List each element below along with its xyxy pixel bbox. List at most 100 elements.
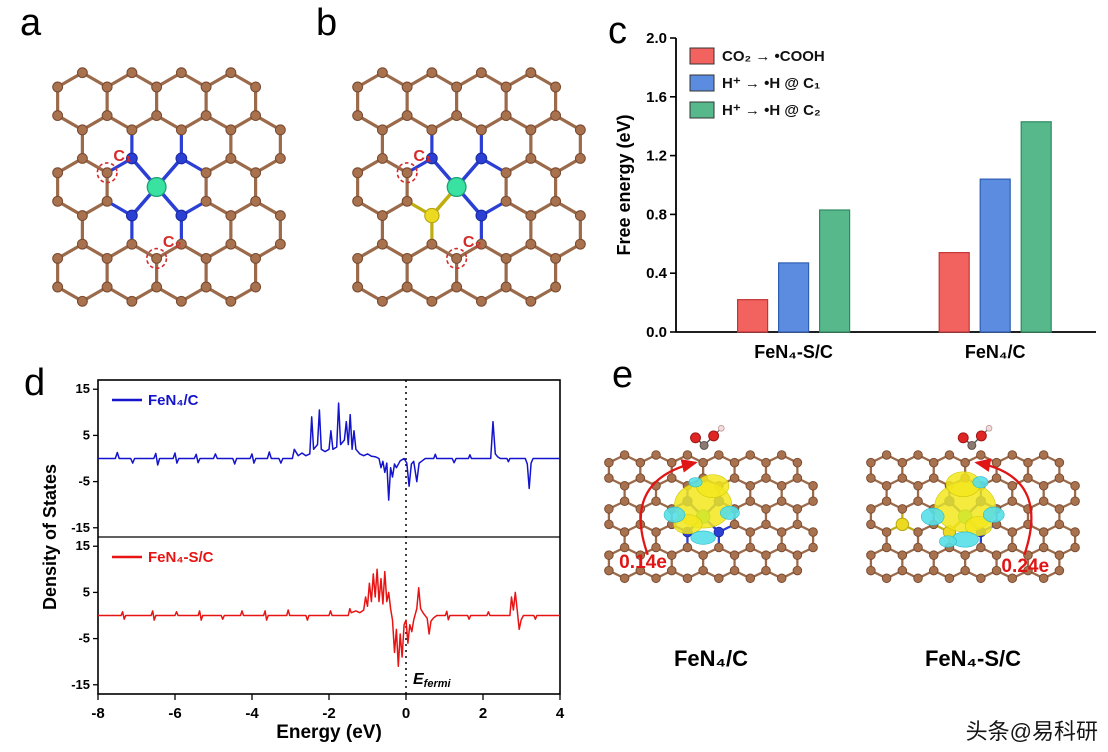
svg-text:0: 0	[402, 705, 410, 722]
svg-text:5: 5	[83, 427, 90, 442]
site-markers: C₁ C₂	[96, 147, 182, 270]
dos-x-axis-label: Energy (eV)	[276, 722, 382, 743]
svg-text:-8: -8	[91, 705, 104, 722]
charge-transfer-value: 0.24e	[1001, 556, 1049, 577]
fen4c-structure-diagram: C₁ C₂	[52, 67, 286, 307]
svg-text:-5: -5	[78, 474, 90, 489]
dos-legend-label: FeN₄-S/C	[148, 549, 214, 566]
site-circle	[96, 162, 118, 184]
adsorbate-carbon	[967, 440, 977, 450]
watermark-text: 头条@易科研	[965, 719, 1098, 744]
svg-text:-5: -5	[78, 631, 90, 646]
bar	[1020, 121, 1052, 333]
site-label: C₂	[163, 233, 182, 251]
svg-text:0.8: 0.8	[646, 206, 667, 223]
isosurface-negative	[939, 535, 957, 548]
isosurface-positive	[696, 474, 730, 498]
fermi-label: Efermi	[413, 671, 452, 690]
charge-density-fen4c: 0.14e	[604, 424, 818, 584]
adsorbate-oxygen	[690, 432, 701, 444]
svg-text:0.4: 0.4	[646, 265, 668, 282]
bar	[979, 178, 1011, 333]
svg-text:15: 15	[76, 381, 90, 396]
isosurface-negative	[690, 530, 716, 545]
legend-swatch	[689, 47, 715, 65]
isosurface-negative	[982, 506, 1005, 523]
bar	[778, 262, 810, 333]
bar	[736, 299, 769, 333]
adsorbate-carbon	[699, 440, 709, 450]
panel-label-d: d	[24, 362, 46, 404]
adsorbate-hydrogen	[717, 424, 725, 432]
iron-atom	[146, 176, 167, 198]
svg-text:-15: -15	[71, 677, 90, 692]
atom-layer	[352, 67, 586, 307]
legend-swatch	[689, 101, 715, 119]
isosurface-negative	[663, 506, 686, 523]
panel-c: c 0.0 0.4 0.8 1.2 1.6 2.0 Free energy (eV) FeN₄…	[598, 0, 1108, 378]
bar-category-label: FeN₄-S/C	[754, 342, 833, 362]
panel-label-e: e	[612, 354, 634, 396]
legend-label: H⁺ → •H @ C₁	[722, 75, 820, 92]
bar-chart-root: 0.0 0.4 0.8 1.2 1.6 2.0 Free energy (eV) FeN₄-S…	[614, 32, 1096, 362]
panel-a: a C₁ C₂	[0, 0, 310, 358]
bar-y-axis-label: Free energy (eV)	[614, 114, 634, 255]
bar	[819, 209, 851, 333]
isosurface-positive	[964, 516, 993, 537]
svg-text:-2: -2	[322, 705, 335, 722]
bond-layer	[356, 71, 582, 303]
panel-b: b C₁ C₂	[300, 0, 602, 358]
site-label: C₁	[413, 147, 432, 165]
adsorbate-oxygen	[708, 430, 720, 442]
adsorbate-hydrogen	[985, 424, 993, 432]
site-label: C₂	[463, 233, 482, 251]
adsorbate-oxygen	[975, 430, 987, 442]
svg-text:2: 2	[479, 705, 487, 722]
bond-layer	[56, 71, 282, 303]
panel-label-a: a	[20, 2, 42, 44]
dos-y-axis-label: Density of States	[42, 464, 60, 610]
charge-density-fen4sc: 0.24e	[866, 424, 1080, 584]
dos-curve	[98, 568, 560, 668]
svg-text:15: 15	[76, 538, 90, 553]
legend-swatch	[689, 74, 715, 92]
svg-text:-6: -6	[168, 705, 181, 722]
svg-text:-15: -15	[71, 520, 90, 535]
svg-text:4: 4	[556, 705, 565, 722]
caption-fen4sc: FeN₄-S/C	[924, 646, 1022, 671]
svg-text:5: 5	[83, 584, 90, 599]
legend-label: H⁺ → •H @ C₂	[722, 102, 821, 119]
legend-label: CO₂ → •COOH	[722, 48, 825, 65]
svg-text:2.0: 2.0	[646, 32, 667, 47]
charge-transfer-value: 0.14e	[619, 552, 667, 573]
panel-d: d 15 5 -5 -15 15 5 -5 -15 -8 -6 -4 -2 0 2 4 Energy (eV)…	[0, 356, 590, 752]
svg-text:1.2: 1.2	[646, 148, 667, 165]
charge-density-root: 0.14e	[604, 424, 818, 584]
bar-category-label: FeN₄/C	[965, 342, 1026, 362]
free-energy-bar-chart: 0.0 0.4 0.8 1.2 1.6 2.0 Free energy (eV) FeN₄-S…	[614, 32, 1096, 362]
panel-label-c: c	[608, 10, 627, 52]
site-label: C₁	[113, 147, 132, 165]
atom-layer	[52, 67, 286, 307]
svg-text:1.6: 1.6	[646, 89, 667, 106]
isosurface-negative	[688, 477, 703, 488]
isosurface-negative	[720, 505, 740, 520]
iron-atom	[446, 176, 467, 198]
svg-text:0.0: 0.0	[646, 324, 667, 341]
bar	[938, 252, 970, 333]
panel-label-b: b	[316, 2, 338, 44]
isosurface-negative	[972, 476, 989, 489]
dos-legend-label: FeN₄/C	[148, 392, 199, 409]
dos-curve	[98, 402, 560, 501]
isosurface-negative	[920, 507, 945, 526]
fen4sc-structure-diagram: C₁ C₂	[352, 67, 586, 307]
site-circle	[396, 162, 418, 184]
adsorbate-oxygen	[957, 432, 969, 444]
svg-text:-4: -4	[245, 705, 259, 722]
caption-fen4c: FeN₄/C	[673, 646, 749, 671]
panel-e: e 0.14e 0.24e FeN₄/C FeN₄-S/C	[586, 352, 1108, 712]
charge-transfer-arrow	[639, 459, 698, 556]
